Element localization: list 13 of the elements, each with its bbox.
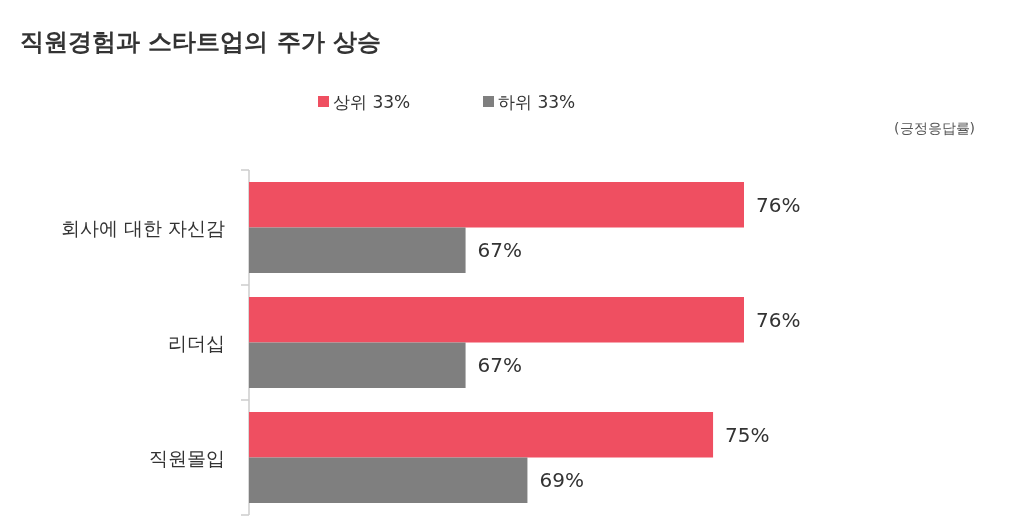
text: (긍정응답률) xyxy=(894,120,975,136)
data-label: 76% xyxy=(756,307,801,332)
data-label: 67% xyxy=(477,238,523,263)
y-tick-label: 직원몰입 xyxy=(149,446,225,469)
data-label: 75% xyxy=(725,422,770,447)
legend-label: 하위 33% xyxy=(498,92,576,112)
legend-label: 상위 33% xyxy=(333,92,411,112)
y-tick-label: 회사에 대한 자신감 xyxy=(60,216,225,239)
data-label: 69% xyxy=(539,468,584,493)
chart-title: 직원경험과 스타트업의 주가 상승 xyxy=(20,28,382,56)
y-tick-label: 리더십 xyxy=(168,331,225,354)
data-label: 76% xyxy=(756,192,801,217)
data-label: 67% xyxy=(477,353,523,378)
